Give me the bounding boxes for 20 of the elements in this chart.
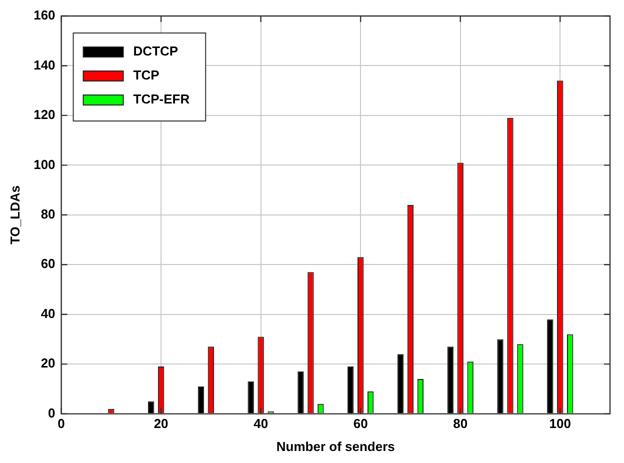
legend-label: TCP	[133, 68, 160, 83]
x-tick-label: 60	[353, 416, 368, 432]
y-tick-label: 120	[34, 107, 56, 122]
y-tick-label: 20	[40, 356, 56, 371]
x-axis-title: Number of senders	[276, 438, 395, 454]
y-tick-label: 40	[40, 306, 56, 321]
legend-label: TCP-EFR	[133, 92, 190, 107]
y-tick-label: 140	[34, 57, 56, 72]
x-tick-label: 100	[549, 416, 571, 432]
x-tick-label: 0	[58, 416, 65, 432]
y-axis-title: TO_LDAs	[7, 185, 22, 244]
x-tick-label: 40	[254, 416, 268, 432]
x-tick-label: 20	[154, 416, 168, 432]
legend-label: DCTCP	[133, 44, 178, 59]
y-tick-label: 60	[40, 256, 56, 272]
y-tick-label: 80	[40, 206, 56, 222]
x-tick-label: 80	[453, 416, 468, 432]
y-tick-label: 0	[48, 405, 56, 420]
y-tick-label: 160	[34, 8, 56, 23]
y-tick-label: 100	[34, 156, 56, 172]
